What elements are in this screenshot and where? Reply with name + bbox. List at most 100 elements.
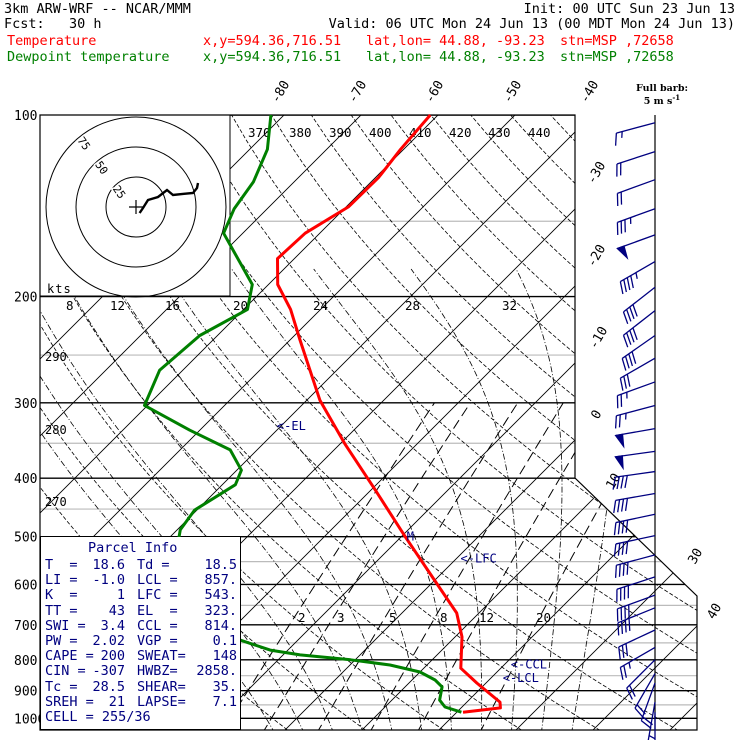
wind-barb-full — [626, 687, 633, 700]
wind-barb-full — [630, 275, 634, 289]
parcel-info-label: T = — [45, 557, 78, 573]
theta-label-top: 410 — [409, 125, 432, 140]
hodograph-trace — [138, 182, 200, 214]
wind-barb-staff — [617, 607, 656, 624]
wind-barb-pennant — [616, 245, 629, 260]
parcel-info-row: CAPE = 200 SWEAT= 148 — [45, 648, 237, 665]
theta-label-top: 390 — [329, 125, 352, 140]
wind-barb-full — [617, 622, 620, 636]
dry-adiabat — [310, 115, 697, 730]
parcel-info-label: SREH = — [45, 693, 94, 710]
parcel-info-label: SWI = — [45, 617, 86, 634]
isotherm-label-right: -10 — [586, 324, 611, 352]
isotherm-label-top: -50 — [500, 78, 525, 106]
parcel-info-label: SHEAR= — [137, 678, 186, 695]
wind-barb-pennant — [614, 433, 625, 449]
wind-barb — [613, 513, 656, 536]
parcel-info-label: K = — [45, 587, 78, 604]
full-barb-legend-line1: Full barb: — [636, 83, 688, 94]
moist-adiabat — [58, 268, 364, 730]
dry-adiabat — [191, 115, 697, 730]
parcel-info-label: Tc = — [45, 678, 78, 695]
wind-barb-full — [621, 520, 625, 534]
wind-barb-full — [622, 311, 629, 325]
parcel-info-label: TT = — [45, 602, 78, 619]
wind-barb — [640, 682, 656, 729]
wind-barb-full — [640, 720, 652, 729]
moist-adiabat-label: 12 — [110, 298, 125, 313]
valid-time: Valid: 06 UTC Mon 24 Jun 13 (00 MDT Mon … — [328, 16, 735, 32]
wind-barb-full — [625, 643, 629, 657]
wind-barb-full — [628, 618, 631, 631]
parcel-level-annotation: <-CCL — [511, 657, 547, 671]
temperature-latlon: lat,lon= 44.88, -93.23 — [366, 33, 545, 49]
wind-barb-full — [632, 304, 638, 317]
wind-barb — [622, 310, 656, 348]
wind-barb-full — [613, 543, 617, 557]
theta-label-top: 380 — [289, 125, 312, 140]
hodograph-ring — [105, 176, 167, 238]
wind-barb-full — [621, 645, 625, 658]
wind-barb — [626, 659, 656, 700]
profiles: <-EL M <-LFC <-CCL<-LCL — [143, 114, 547, 714]
wind-barb-staff — [617, 179, 656, 194]
parcel-info-row: TT = 43 EL = 323. — [45, 602, 237, 619]
parcel-info-value: 200 — [100, 648, 125, 665]
parcel-info-row: SWI = 3.4 CCL = 814. — [45, 617, 237, 634]
moist-adiabat-label: 20 — [233, 298, 248, 313]
mixing-ratio-label: 2 — [298, 610, 306, 625]
wind-barb — [614, 404, 656, 429]
parcel-info-label: CELL = 255/36 — [45, 709, 151, 725]
wind-barb-staff — [617, 594, 656, 610]
moist-adiabat — [313, 268, 483, 730]
wind-barb-full — [618, 414, 621, 428]
moist-adiabat — [231, 268, 453, 730]
wind-barb-full — [632, 327, 638, 341]
init-time: Init: 00 UTC Sun 23 Jun 13 — [523, 1, 735, 17]
wind-barb-half — [628, 662, 631, 669]
isotherm — [589, 115, 697, 730]
isotherm-label-right: 30 — [685, 546, 706, 567]
parcel-info-value: 35. — [212, 678, 237, 695]
parcel-info-title: Parcel Info — [88, 540, 178, 556]
wind-barb-full — [629, 306, 635, 320]
parcel-info-label: VGP = — [137, 633, 178, 649]
theta-label-top: 370 — [248, 125, 271, 140]
wind-barb — [616, 208, 656, 236]
wind-barb-full — [612, 477, 617, 490]
isotherm-label-top: -60 — [422, 78, 447, 106]
parcel-info-label: PW = — [45, 633, 78, 649]
wind-barb-full — [614, 133, 618, 146]
wind-barb — [614, 122, 656, 146]
dry-adiabat — [510, 115, 697, 730]
isotherm — [358, 115, 697, 730]
parcel-info-value: 543. — [204, 587, 237, 604]
mixing-ratio-line — [416, 402, 605, 730]
wind-barb — [614, 450, 656, 471]
wind-barb-full — [616, 476, 620, 490]
wind-barb-full — [623, 376, 627, 389]
mixing-ratio-label: 5 — [389, 610, 397, 625]
wind-barb-staff — [618, 629, 656, 648]
wind-barb-staff — [626, 659, 656, 689]
pressure-tick-label: 900 — [14, 685, 37, 700]
parcel-info-row: LI = -1.0 LCL = 857. — [45, 572, 237, 588]
isotherm-label-right: -30 — [584, 159, 609, 187]
wind-barb-staff — [615, 492, 656, 502]
moist-adiabat — [40, 268, 276, 730]
wind-barb-full — [628, 684, 636, 697]
wind-barb-full — [631, 351, 637, 364]
wind-barb — [616, 179, 656, 207]
full-barb-legend: Full barb: 5 m s-1 — [636, 83, 688, 107]
parcel-level-annotation: <-LFC — [461, 551, 497, 565]
wind-barb-full — [619, 667, 624, 680]
wind-barb-full — [620, 475, 624, 489]
moist-adiabat — [410, 268, 518, 730]
wind-barb-full — [624, 475, 628, 489]
isotherm — [204, 115, 697, 730]
parcel-info-row: Tc = 28.5 SHEAR= 35. — [45, 678, 237, 695]
wind-barb — [621, 334, 656, 371]
parcel-info-label: Td = — [137, 557, 170, 573]
pressure-tick-label: 500 — [14, 531, 37, 546]
wind-barb-staff — [616, 150, 656, 165]
